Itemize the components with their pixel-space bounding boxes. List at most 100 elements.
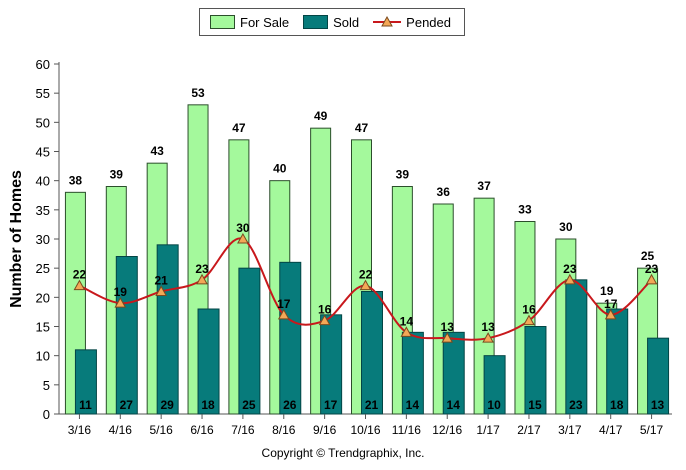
bar-sold: [401, 331, 424, 415]
bar-sold: [442, 331, 465, 415]
data-label-pended: 13: [441, 320, 455, 334]
y-tick-label: 40: [36, 174, 50, 189]
y-tick-label: 55: [36, 86, 50, 101]
legend-swatch-sold: [303, 15, 329, 29]
pended-marker: [73, 279, 86, 291]
copyright-text: Copyright © Trendgraphix, Inc.: [261, 446, 425, 460]
data-label-for-sale: 36: [437, 185, 451, 199]
data-label-for-sale: 47: [232, 121, 246, 135]
bar-sold: [483, 355, 506, 415]
bar-sold: [115, 256, 138, 415]
x-tick-label: 5/17: [640, 423, 664, 437]
pended-marker: [359, 279, 372, 291]
legend-label-pended: Pended: [406, 14, 451, 30]
data-label-sold: 18: [610, 398, 624, 412]
bar-sold: [647, 337, 670, 415]
data-label-sold: 13: [651, 398, 665, 412]
data-label-pended: 16: [318, 303, 332, 317]
bar-sold: [524, 326, 547, 415]
y-tick-label: 35: [36, 203, 50, 218]
data-label-pended: 14: [400, 314, 414, 328]
data-label-sold: 10: [487, 398, 501, 412]
data-label-for-sale: 19: [600, 284, 614, 298]
bar-sold: [238, 267, 261, 415]
bar-sold: [74, 349, 97, 415]
bar-sold: [606, 308, 629, 415]
x-tick-label: 7/16: [231, 423, 255, 437]
data-label-sold: 23: [569, 398, 583, 412]
legend-item-for-sale: For Sale: [210, 15, 289, 30]
data-label-pended: 22: [73, 268, 87, 282]
pended-marker: [196, 273, 208, 285]
y-tick-label: 60: [36, 57, 50, 72]
y-tick-label: 25: [36, 261, 50, 276]
data-label-pended: 21: [154, 274, 168, 288]
pended-marker: [563, 273, 576, 285]
legend-swatch-for-sale: [210, 15, 235, 29]
x-tick-label: 3/16: [68, 423, 92, 437]
data-label-sold: 14: [406, 398, 420, 412]
data-label-pended: 17: [277, 297, 291, 311]
legend-label-sold: Sold: [333, 14, 360, 30]
data-label-sold: 14: [447, 398, 461, 412]
x-tick-label: 11/16: [392, 423, 421, 437]
data-label-pended: 23: [563, 262, 577, 276]
x-tick-label: 4/17: [599, 423, 623, 437]
bar-sold: [197, 308, 220, 415]
bar-sold: [565, 279, 588, 415]
data-label-for-sale: 25: [641, 249, 655, 263]
data-label-for-sale: 47: [355, 121, 369, 135]
x-tick-label: 10/16: [350, 423, 380, 437]
bar-sold: [320, 314, 343, 415]
data-label-for-sale: 43: [150, 144, 164, 158]
data-label-pended: 30: [236, 221, 250, 235]
y-tick-label: 5: [43, 378, 50, 393]
pended-marker: [523, 314, 535, 326]
legend-item-sold: Sold: [303, 15, 359, 30]
y-tick-label: 30: [36, 232, 50, 247]
pended-marker: [237, 232, 249, 244]
y-tick-label: 0: [43, 407, 50, 422]
x-tick-label: 3/17: [558, 423, 582, 437]
data-label-pended: 13: [481, 320, 495, 334]
y-tick-label: 20: [36, 290, 50, 305]
data-label-sold: 27: [120, 398, 134, 412]
x-tick-label: 5/16: [149, 423, 173, 437]
data-label-sold: 11: [79, 398, 92, 412]
data-label-sold: 17: [324, 398, 338, 412]
y-tick-label: 10: [36, 349, 50, 364]
data-label-sold: 15: [528, 398, 542, 412]
pended-marker: [277, 308, 290, 320]
data-label-for-sale: 39: [396, 168, 410, 182]
data-label-for-sale: 33: [518, 203, 532, 217]
legend-label-for-sale: For Sale: [240, 14, 290, 30]
bar-sold: [279, 261, 302, 415]
x-tick-label: 2/17: [517, 423, 541, 437]
x-tick-label: 9/16: [313, 423, 337, 437]
data-label-for-sale: 39: [110, 168, 124, 182]
x-tick-label: 8/16: [272, 423, 296, 437]
data-label-pended: 23: [645, 262, 659, 276]
data-label-for-sale: 38: [69, 173, 83, 187]
bar-sold: [361, 291, 383, 415]
data-label-sold: 21: [365, 398, 379, 412]
pended-marker: [155, 285, 168, 296]
y-tick-label: 45: [36, 145, 50, 160]
x-tick-label: 1/17: [476, 423, 500, 437]
data-label-for-sale: 53: [191, 86, 205, 100]
pended-marker: [604, 308, 617, 320]
bar-sold: [156, 244, 179, 415]
x-tick-label: 12/16: [432, 423, 462, 437]
legend-item-pended: Pended: [373, 15, 451, 30]
y-axis-title: Number of Homes: [8, 170, 25, 308]
data-label-pended: 17: [604, 297, 618, 311]
legend: For Sale Sold Pended: [199, 8, 465, 36]
y-tick-label: 15: [36, 320, 50, 335]
data-label-for-sale: 40: [273, 162, 287, 176]
data-label-sold: 26: [283, 398, 297, 412]
pended-marker: [318, 314, 331, 326]
pended-marker: [114, 297, 127, 308]
x-tick-label: 4/16: [109, 423, 133, 437]
